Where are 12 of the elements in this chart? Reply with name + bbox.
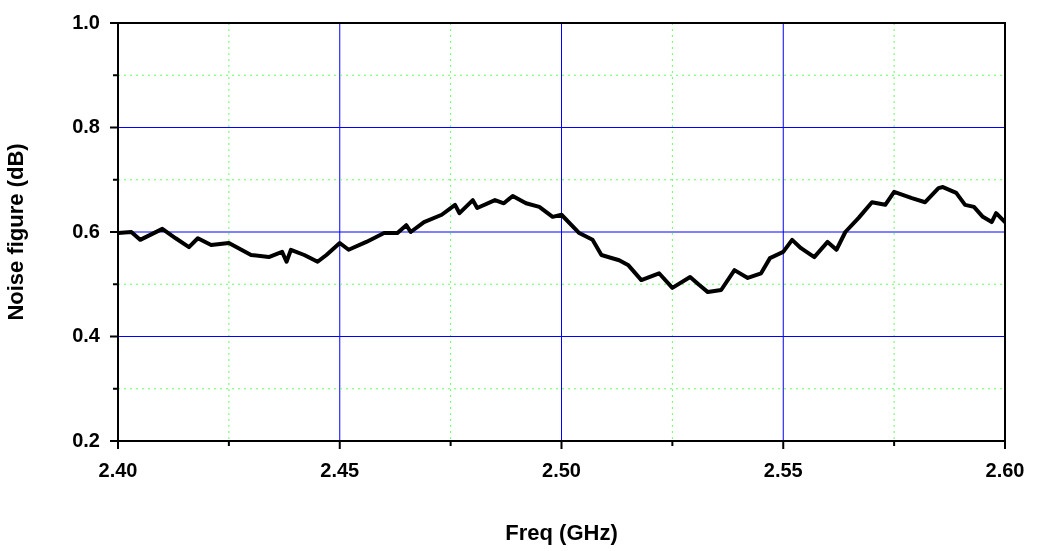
x-tick-label: 2.45 — [320, 458, 360, 481]
x-tick-label: 2.55 — [763, 458, 803, 481]
y-tick-label: 1.0 — [72, 10, 100, 33]
y-axis-title: Noise figure (dB) — [3, 143, 29, 321]
y-tick-label: 0.8 — [72, 115, 100, 138]
x-tick-label: 2.40 — [98, 458, 138, 481]
y-tick-label: 0.4 — [72, 324, 101, 347]
y-tick-label: 0.2 — [72, 428, 100, 451]
x-tick-label: 2.60 — [985, 458, 1025, 481]
y-tick-label: 0.6 — [72, 219, 100, 242]
x-axis-title: Freq (GHz) — [505, 519, 618, 545]
x-tick-label: 2.50 — [542, 458, 581, 481]
